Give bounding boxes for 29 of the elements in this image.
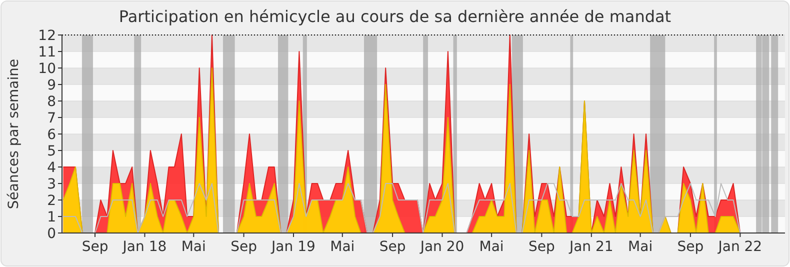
y-tick-label: 10 <box>38 60 56 77</box>
x-tick-label: Sep <box>82 239 108 255</box>
x-tick-label: Sep <box>677 239 704 255</box>
x-tick-label: Sep <box>230 239 258 255</box>
y-tick-label: 12 <box>38 28 56 44</box>
y-tick-label: 8 <box>47 94 56 110</box>
y-tick-label: 7 <box>47 110 56 126</box>
y-tick-label: 3 <box>47 176 56 192</box>
x-tick-label: Jan 22 <box>717 239 762 255</box>
x-tick-label: Jan 18 <box>122 239 167 255</box>
y-tick-label: 4 <box>47 160 56 176</box>
x-tick-label: Mai <box>181 239 206 255</box>
x-tick-label: Jan 19 <box>270 239 316 255</box>
y-tick-label: 0 <box>47 226 56 242</box>
x-tick-label: Mai <box>479 239 504 255</box>
x-tick-label: Mai <box>330 239 355 255</box>
y-tick-label: 6 <box>47 126 56 143</box>
y-tick-label: 11 <box>38 44 56 60</box>
y-tick-label: 2 <box>47 192 56 209</box>
x-tick-label: Jan 20 <box>419 239 464 255</box>
y-axis-title: Séances par semaine <box>6 58 22 210</box>
chart-title: Participation en hémicycle au cours de sa dernière année de mandat <box>118 7 672 26</box>
y-tick-label: 1 <box>47 209 56 226</box>
x-tick-label: Jan 21 <box>568 239 614 255</box>
y-tick-label: 5 <box>47 143 56 160</box>
x-tick-label: Sep <box>528 239 555 255</box>
y-tick-label: 9 <box>47 77 56 94</box>
x-tick-label: Sep <box>379 239 406 255</box>
x-tick-label: Mai <box>628 239 653 255</box>
